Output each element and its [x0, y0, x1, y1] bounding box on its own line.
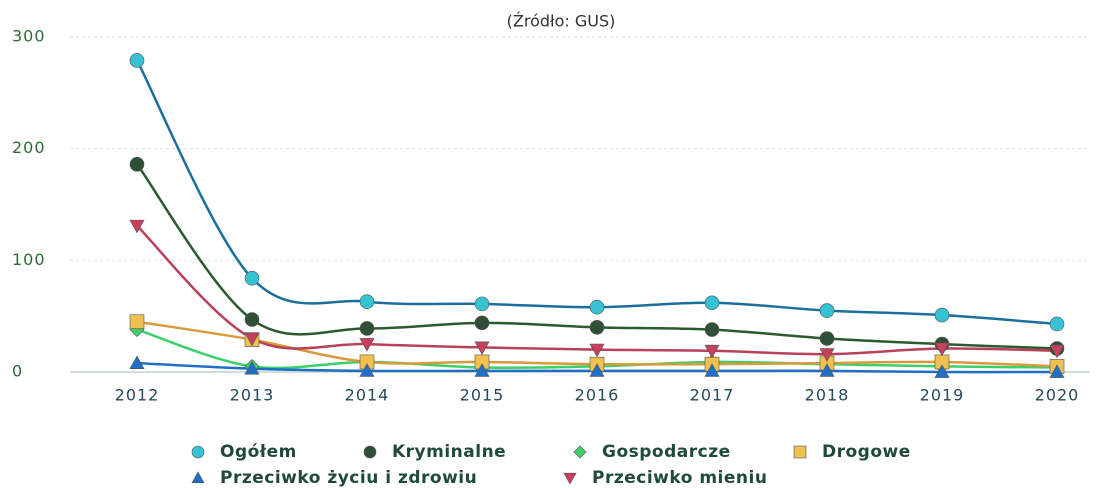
data-point: [589, 299, 605, 315]
legend-marker: [363, 445, 377, 459]
data-point: [589, 343, 605, 358]
y-tick-label: 300: [12, 27, 46, 46]
y-tick-label: 200: [12, 138, 46, 157]
data-point: [244, 270, 260, 286]
legend-marker: [563, 472, 577, 485]
legend-marker: [573, 445, 587, 459]
data-point: [474, 363, 490, 377]
x-tick-label: 2015: [460, 386, 505, 405]
data-point: [934, 342, 950, 357]
data-point: [244, 312, 260, 327]
data-point: [129, 53, 145, 68]
x-tick-label: 2012: [115, 386, 160, 405]
legend-label: Drogowe: [822, 442, 911, 462]
data-point: [474, 296, 490, 312]
chart-subtitle: (Źródło: GUS): [507, 12, 616, 31]
data-point: [589, 320, 605, 335]
legend-label: Ogółem: [220, 442, 297, 462]
data-point: [359, 321, 375, 336]
data-point: [129, 219, 145, 234]
x-tick-label: 2018: [805, 386, 850, 405]
data-point: [704, 295, 720, 311]
x-tick-label: 2014: [345, 386, 390, 405]
legend-marker: [191, 445, 205, 459]
x-tick-label: 2019: [920, 386, 965, 405]
legend-marker: [191, 471, 205, 484]
data-point: [129, 355, 145, 369]
x-tick-label: 2017: [690, 386, 735, 405]
data-point: [819, 363, 835, 377]
data-point: [474, 341, 490, 356]
data-point: [819, 348, 835, 362]
legend-label: Kryminalne: [392, 442, 506, 462]
data-point: [474, 315, 490, 331]
data-point: [1049, 344, 1065, 359]
data-point: [589, 363, 605, 377]
data-point: [934, 307, 950, 323]
data-point: [704, 344, 720, 359]
data-point: [1049, 316, 1065, 332]
series-line: [136, 224, 1058, 356]
legend-label: Przeciwko życiu i zdrowiu: [220, 468, 477, 488]
data-point: [359, 294, 375, 309]
y-tick-label: 0: [12, 362, 23, 381]
legend-marker: [793, 445, 807, 459]
data-point: [244, 361, 260, 375]
data-point: [819, 303, 835, 318]
data-point: [129, 157, 145, 172]
series-line: [135, 59, 1058, 326]
data-point: [1049, 364, 1065, 378]
x-tick-label: 2016: [575, 386, 620, 405]
data-point: [704, 363, 720, 377]
data-point: [129, 314, 145, 330]
x-tick-label: 2020: [1035, 386, 1080, 405]
data-point: [359, 363, 375, 377]
data-point: [244, 332, 260, 347]
data-point: [359, 338, 375, 352]
legend-label: Gospodarcze: [602, 442, 731, 462]
x-tick-label: 2013: [230, 386, 275, 405]
y-tick-label: 100: [12, 250, 46, 269]
data-point: [934, 364, 950, 378]
legend-label: Przeciwko mieniu: [592, 468, 767, 488]
data-point: [819, 331, 835, 346]
data-point: [704, 322, 720, 337]
